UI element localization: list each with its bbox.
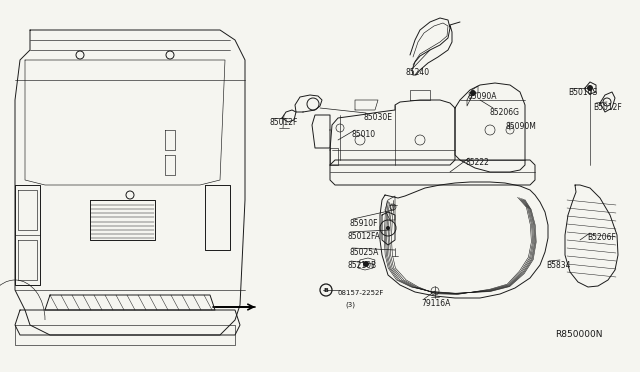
Text: 85030E: 85030E	[363, 113, 392, 122]
Text: B5012F: B5012F	[593, 103, 621, 112]
Text: 85012F: 85012F	[270, 118, 298, 127]
Text: 85910F: 85910F	[350, 219, 378, 228]
Text: 79116A: 79116A	[421, 299, 451, 308]
Text: 85240: 85240	[405, 68, 429, 77]
Text: B5206F: B5206F	[587, 233, 616, 242]
Text: 85012FA: 85012FA	[347, 232, 380, 241]
Circle shape	[587, 85, 593, 91]
Circle shape	[470, 90, 476, 96]
Text: 85222: 85222	[466, 158, 490, 167]
Text: 85090A: 85090A	[468, 92, 497, 101]
Text: 08157-2252F: 08157-2252F	[337, 290, 383, 296]
Text: 85206G: 85206G	[490, 108, 520, 117]
Text: B5010S: B5010S	[568, 88, 597, 97]
Circle shape	[363, 261, 369, 267]
Text: 85010: 85010	[352, 130, 376, 139]
Text: B5834: B5834	[546, 261, 570, 270]
Text: (3): (3)	[345, 302, 355, 308]
Text: 85025A: 85025A	[349, 248, 378, 257]
Text: 85090M: 85090M	[506, 122, 537, 131]
Circle shape	[386, 226, 390, 230]
Text: 85210B: 85210B	[348, 261, 377, 270]
Text: B: B	[324, 289, 328, 294]
Text: R850000N: R850000N	[555, 330, 602, 339]
